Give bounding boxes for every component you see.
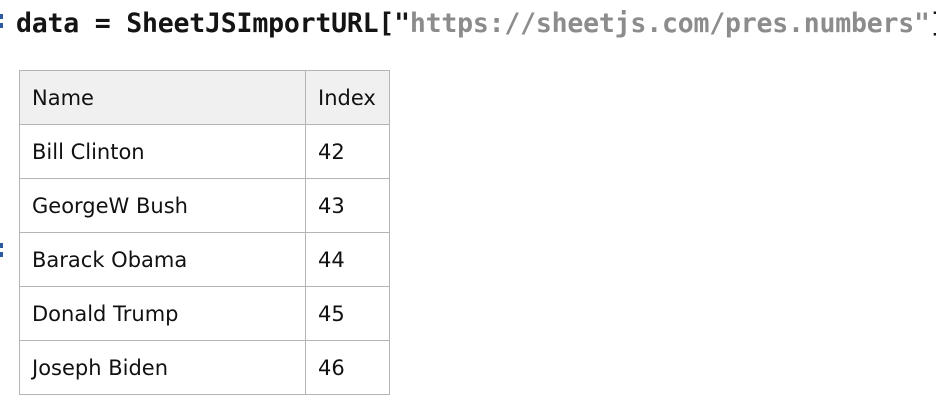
- table-row: Barack Obama 44: [19, 232, 390, 287]
- cell-index: 43: [305, 178, 390, 233]
- code-close-quote: ": [914, 8, 930, 39]
- cell-name: Barack Obama: [19, 232, 306, 287]
- cell-index: 45: [305, 286, 390, 341]
- table-row: Bill Clinton 42: [19, 124, 390, 179]
- cell-bracket-marker-input-top: [0, 14, 3, 19]
- table-row: GeorgeW Bush 43: [19, 178, 390, 233]
- cell-index: 44: [305, 232, 390, 287]
- table-body: Bill Clinton 42 GeorgeW Bush 43 Barack O…: [19, 124, 390, 395]
- code-url-string: https://sheetjs.com/pres.numbers: [409, 8, 915, 39]
- cell-index: 46: [305, 340, 390, 395]
- cell-name: Bill Clinton: [19, 124, 306, 179]
- code-assignment-expression: data = SheetJSImportURL[: [16, 8, 395, 39]
- cell-bracket-marker-input-bottom: [0, 23, 3, 28]
- cell-bracket-marker-output-bottom: [0, 252, 3, 257]
- table-row: Donald Trump 45: [19, 286, 390, 341]
- column-header-name: Name: [19, 70, 306, 125]
- table-header: Name Index: [19, 70, 390, 125]
- table-header-row: Name Index: [19, 70, 390, 125]
- code-open-quote: ": [394, 8, 410, 39]
- cell-bracket-marker-output-top: [0, 243, 3, 248]
- cell-index: 42: [305, 124, 390, 179]
- code-input-line[interactable]: data = SheetJSImportURL["https://sheetjs…: [16, 7, 936, 41]
- result-table: Name Index Bill Clinton 42 GeorgeW Bush …: [19, 70, 390, 395]
- cell-name: Donald Trump: [19, 286, 306, 341]
- table-row: Joseph Biden 46: [19, 340, 390, 395]
- column-header-index: Index: [305, 70, 390, 125]
- cell-name: Joseph Biden: [19, 340, 306, 395]
- cell-name: GeorgeW Bush: [19, 178, 306, 233]
- code-close-bracket: ]: [930, 8, 936, 39]
